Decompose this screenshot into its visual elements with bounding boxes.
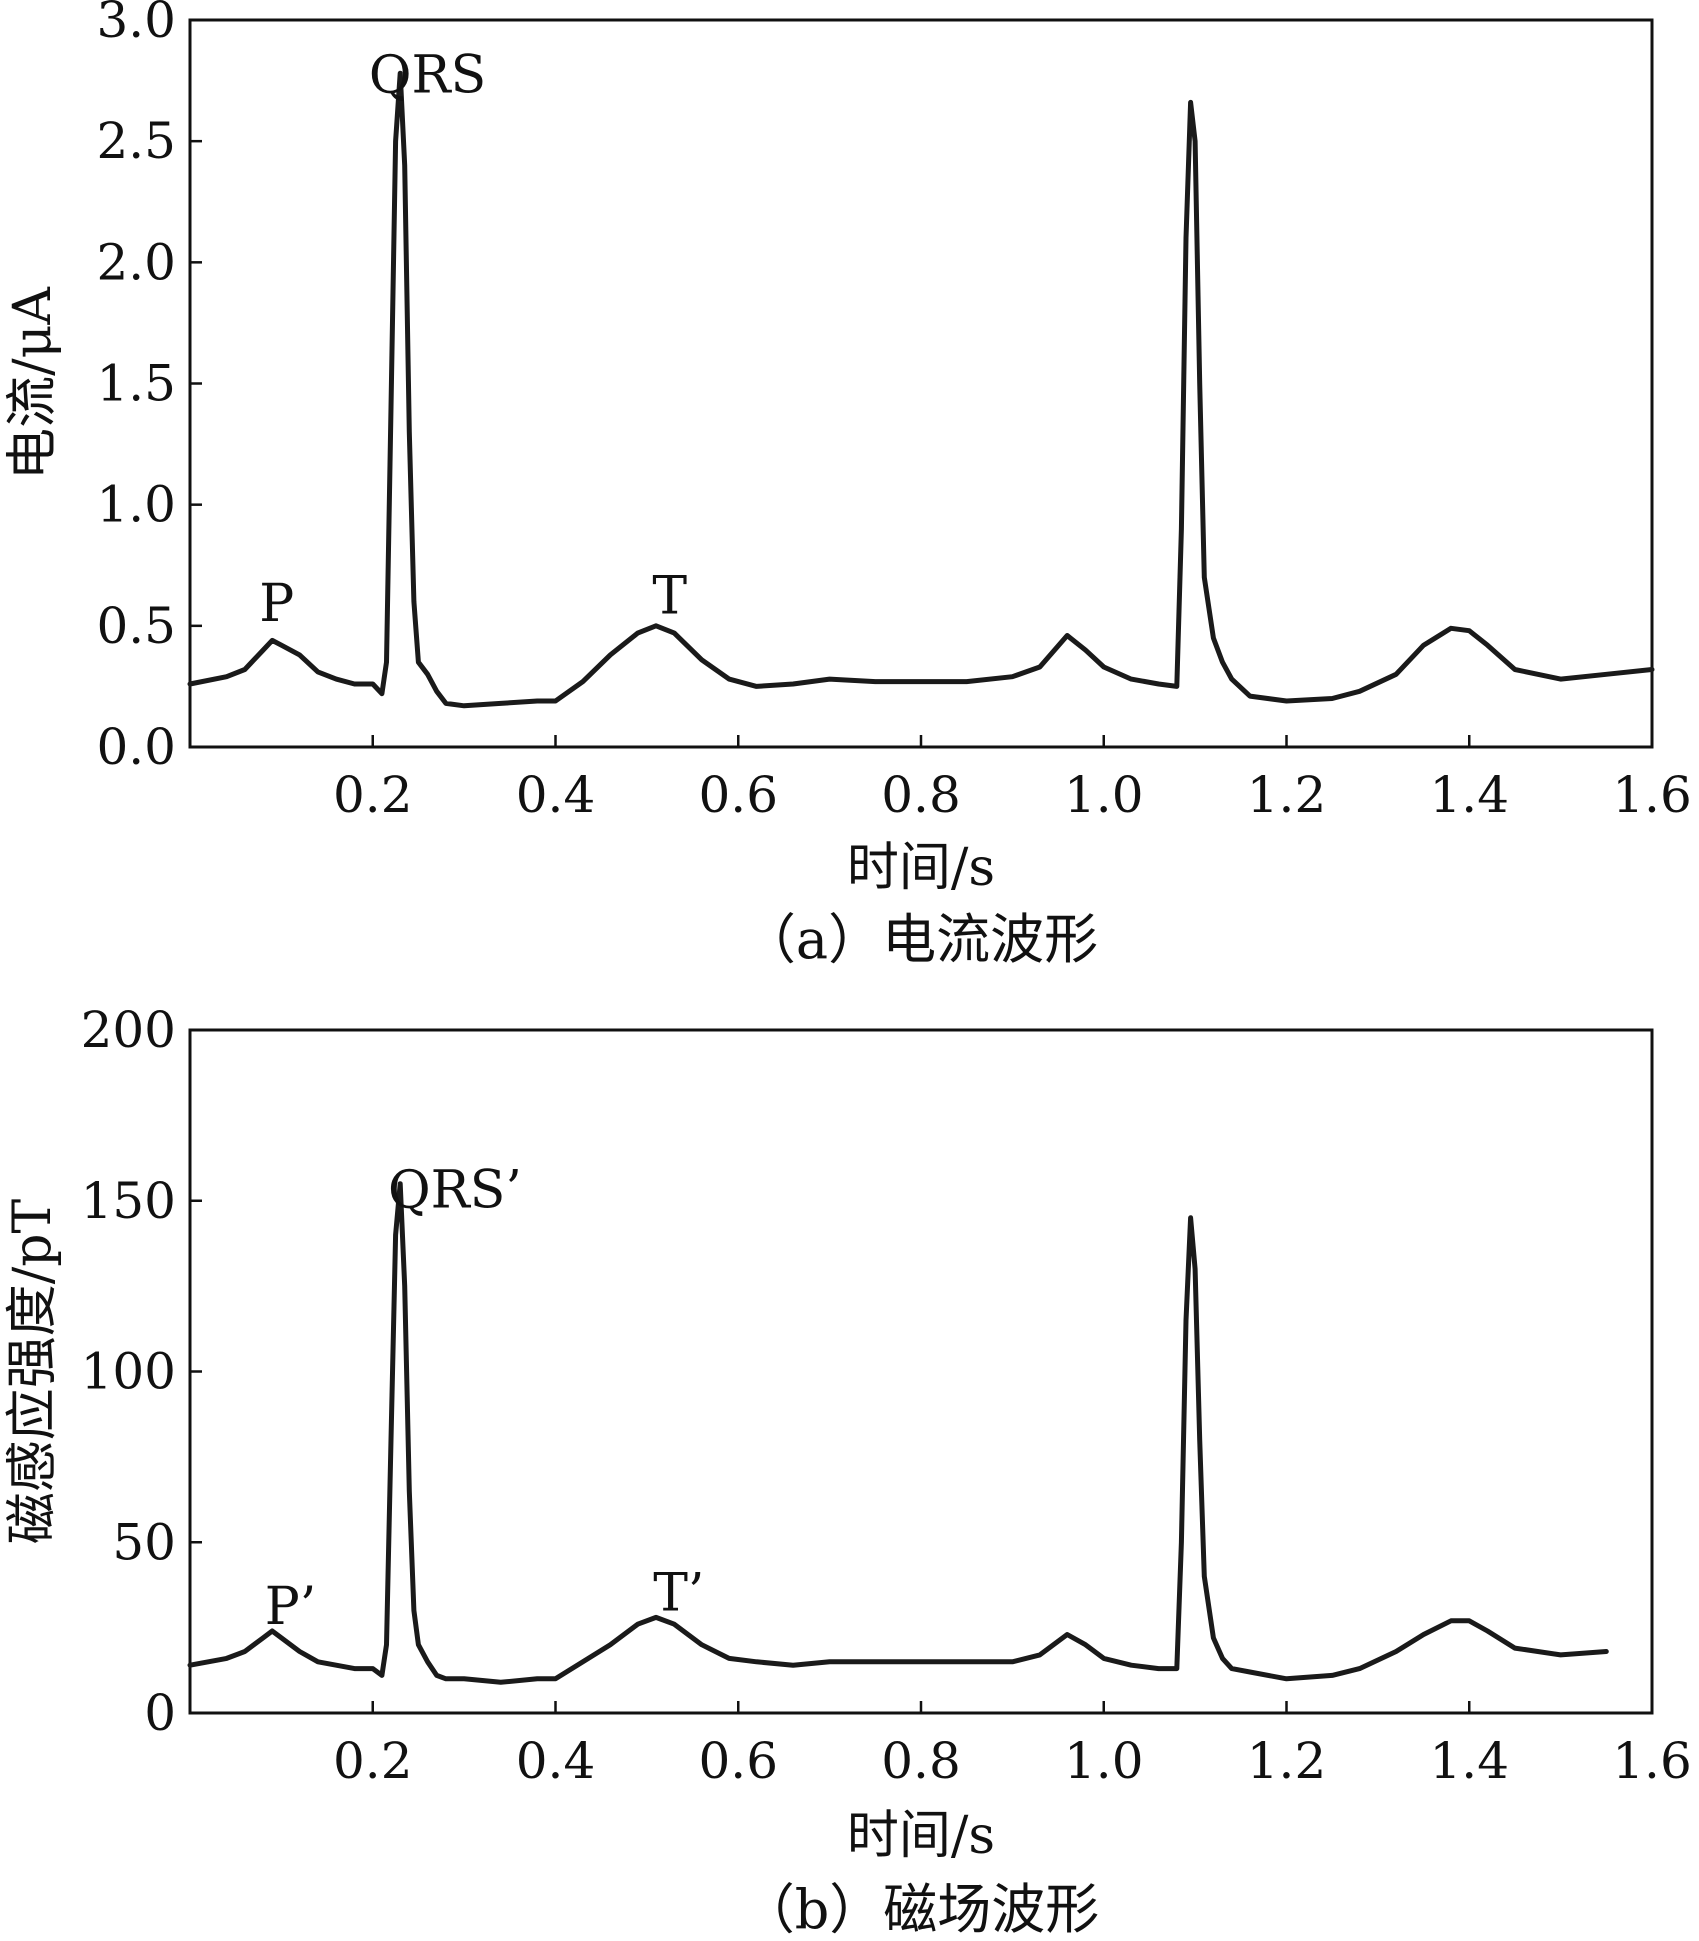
y-axis-title: 电流/μA [3, 286, 63, 480]
y-tick-label: 150 [81, 1172, 176, 1230]
y-tick-label: 200 [81, 1001, 176, 1059]
x-tick-label: 1.0 [1064, 766, 1144, 824]
y-tick-label: 0.5 [96, 597, 176, 655]
y-tick-label: 0 [144, 1684, 176, 1742]
y-tick-label: 50 [112, 1513, 176, 1571]
x-tick-label: 0.2 [333, 1732, 413, 1790]
wave-annotation: T [652, 567, 687, 627]
y-axis-title: 磁感应强度/pT [3, 1198, 63, 1544]
x-tick-label: 0.8 [881, 766, 961, 824]
y-tick-label: 100 [81, 1343, 176, 1401]
wave-annotation: P [259, 574, 294, 634]
wave-annotation: T’ [653, 1564, 704, 1624]
wave-annotation: QRS [369, 46, 486, 106]
x-tick-label: 1.2 [1247, 766, 1327, 824]
x-tick-label: 0.6 [698, 1732, 778, 1790]
x-tick-label: 1.6 [1612, 766, 1692, 824]
x-tick-label: 1.2 [1247, 1732, 1327, 1790]
x-axis-title: 时间/s [847, 838, 995, 898]
x-tick-label: 0.8 [881, 1732, 961, 1790]
x-axis-title: 时间/s [847, 1806, 995, 1866]
x-tick-label: 0.4 [516, 766, 596, 824]
y-tick-label: 2.0 [96, 233, 176, 291]
x-tick-label: 1.4 [1429, 766, 1509, 824]
plot-frame [188, 1028, 1654, 1715]
y-tick-label: 1.5 [96, 355, 176, 413]
wave-annotation: QRS’ [388, 1161, 522, 1221]
x-tick-label: 0.4 [516, 1732, 596, 1790]
y-tick-label: 2.5 [96, 112, 176, 170]
figure-caption: （a）电流波形 [742, 908, 1098, 971]
figure-caption: （b）磁场波形 [741, 1878, 1100, 1941]
series-line-1 [187, 70, 1655, 709]
y-tick-label: 3.0 [96, 0, 176, 49]
y-tick-label: 1.0 [96, 476, 176, 534]
x-tick-label: 0.2 [333, 766, 413, 824]
x-tick-label: 1.0 [1064, 1732, 1144, 1790]
chart-panel-b: 0.2 0.4 0.6 0.8 1.0 1.2 1.4 1.6 0 50 100 150 200 P’ QR… [3, 1001, 1692, 1941]
chart-panel-a: 0.2 0.4 0.6 0.8 1.0 1.2 1.4 1.6 0.0 0.5 1.0 1.5 2.0 2… [3, 0, 1692, 971]
x-tick-label: 1.6 [1612, 1732, 1692, 1790]
wave-annotation: P’ [265, 1577, 317, 1637]
y-tick-label: 0.0 [96, 718, 176, 776]
series-line-1 [187, 1181, 1609, 1685]
x-tick-label: 0.6 [698, 766, 778, 824]
x-tick-label: 1.4 [1429, 1732, 1509, 1790]
